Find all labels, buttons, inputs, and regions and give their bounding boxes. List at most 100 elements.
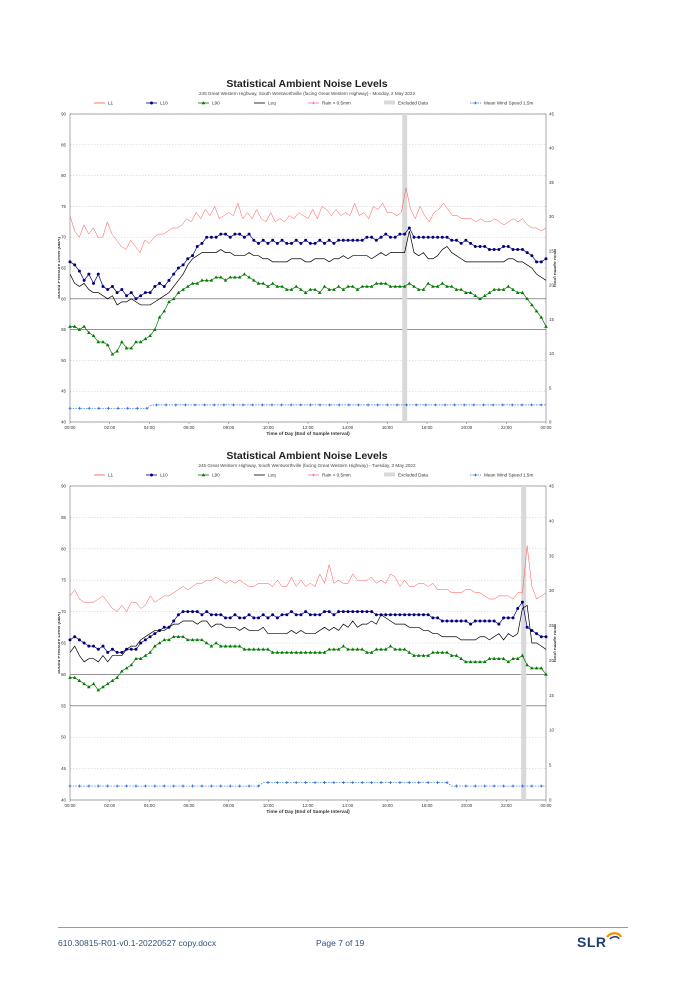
data-point <box>289 650 294 654</box>
data-point <box>82 681 86 686</box>
data-point <box>393 647 397 651</box>
x-tick-label: 10:00 <box>263 425 275 430</box>
data-point <box>332 781 336 784</box>
data-point <box>237 275 242 279</box>
series-line-l1 <box>69 187 547 254</box>
data-point <box>186 637 190 642</box>
data-point <box>379 647 383 651</box>
data-point <box>337 610 341 614</box>
y-tick-label: 70 <box>61 235 66 240</box>
x-tick-label: 04:00 <box>144 803 156 808</box>
data-point <box>407 281 412 285</box>
data-point <box>87 685 91 689</box>
data-point <box>92 281 96 285</box>
legend-marker <box>150 101 153 105</box>
data-point <box>87 406 91 410</box>
data-point <box>92 644 96 648</box>
data-point <box>472 403 476 407</box>
y-axis-label: Sound Pressure Level (dBA) <box>58 237 61 299</box>
data-point <box>68 324 72 328</box>
data-point <box>379 781 383 784</box>
data-point <box>464 238 468 242</box>
data-point <box>525 663 529 667</box>
data-point <box>360 238 364 242</box>
data-point <box>535 632 539 636</box>
data-point <box>106 784 110 788</box>
data-point <box>459 619 463 623</box>
data-point <box>275 616 279 620</box>
data-point <box>544 635 548 639</box>
data-point <box>252 616 256 620</box>
data-point <box>228 235 232 239</box>
y-tick-label: 75 <box>61 578 66 583</box>
y-tick-label: 65 <box>61 641 66 646</box>
data-point <box>285 613 289 617</box>
data-point <box>388 235 392 239</box>
data-point <box>251 403 255 407</box>
data-point <box>473 244 477 248</box>
data-point <box>224 616 228 620</box>
data-point <box>440 619 444 623</box>
x-tick-label: 10:00 <box>263 803 275 808</box>
data-point <box>454 619 458 623</box>
data-point <box>219 232 223 236</box>
data-point <box>360 781 364 784</box>
data-point <box>407 781 411 784</box>
data-point <box>421 613 425 617</box>
data-point <box>195 281 200 285</box>
legend-label: Rain > 0.5mm <box>322 101 351 106</box>
data-point <box>290 610 294 614</box>
data-point <box>530 254 534 258</box>
data-point <box>96 272 100 276</box>
data-point <box>313 781 317 784</box>
data-point <box>501 656 506 660</box>
series-line-l90 <box>70 636 547 691</box>
data-point <box>223 278 228 282</box>
data-point <box>91 333 96 338</box>
y2-tick-label: 10 <box>549 351 554 356</box>
data-point <box>77 269 81 273</box>
data-point <box>257 616 261 620</box>
data-point <box>134 647 138 651</box>
data-point <box>435 284 440 288</box>
data-point <box>492 287 496 291</box>
data-point <box>129 291 133 295</box>
series-line-l10 <box>69 227 547 300</box>
data-point <box>242 272 247 276</box>
data-point <box>203 403 207 407</box>
data-point <box>317 290 322 294</box>
data-point <box>134 784 138 788</box>
data-point <box>341 238 345 242</box>
data-point <box>162 284 166 288</box>
legend-marker <box>201 101 206 105</box>
data-point <box>222 403 226 407</box>
data-point <box>204 278 209 282</box>
data-point <box>350 647 355 651</box>
data-point <box>191 610 195 614</box>
x-tick-label: 20:00 <box>461 803 473 808</box>
data-point <box>209 644 214 648</box>
data-point <box>266 781 270 784</box>
data-point <box>82 324 86 328</box>
chart-subtitle: 245 Great Western Highway, South Wentwor… <box>199 91 416 96</box>
data-point <box>468 290 473 294</box>
data-point <box>544 672 548 676</box>
legend-marker <box>312 101 315 105</box>
data-point <box>544 257 548 261</box>
data-point <box>126 406 130 410</box>
data-point <box>336 284 341 288</box>
data-point <box>241 403 245 407</box>
data-point <box>369 650 374 654</box>
slr-logo: SLR <box>577 931 625 953</box>
data-point <box>426 781 430 784</box>
data-point <box>318 403 322 407</box>
data-point <box>539 315 544 319</box>
data-point <box>176 613 180 617</box>
data-point <box>398 781 402 784</box>
y-tick-label: 70 <box>61 609 66 614</box>
data-point <box>195 637 200 642</box>
data-point <box>365 284 369 288</box>
data-point <box>247 613 251 617</box>
data-point <box>260 403 264 407</box>
series-line-l1 <box>69 545 547 613</box>
